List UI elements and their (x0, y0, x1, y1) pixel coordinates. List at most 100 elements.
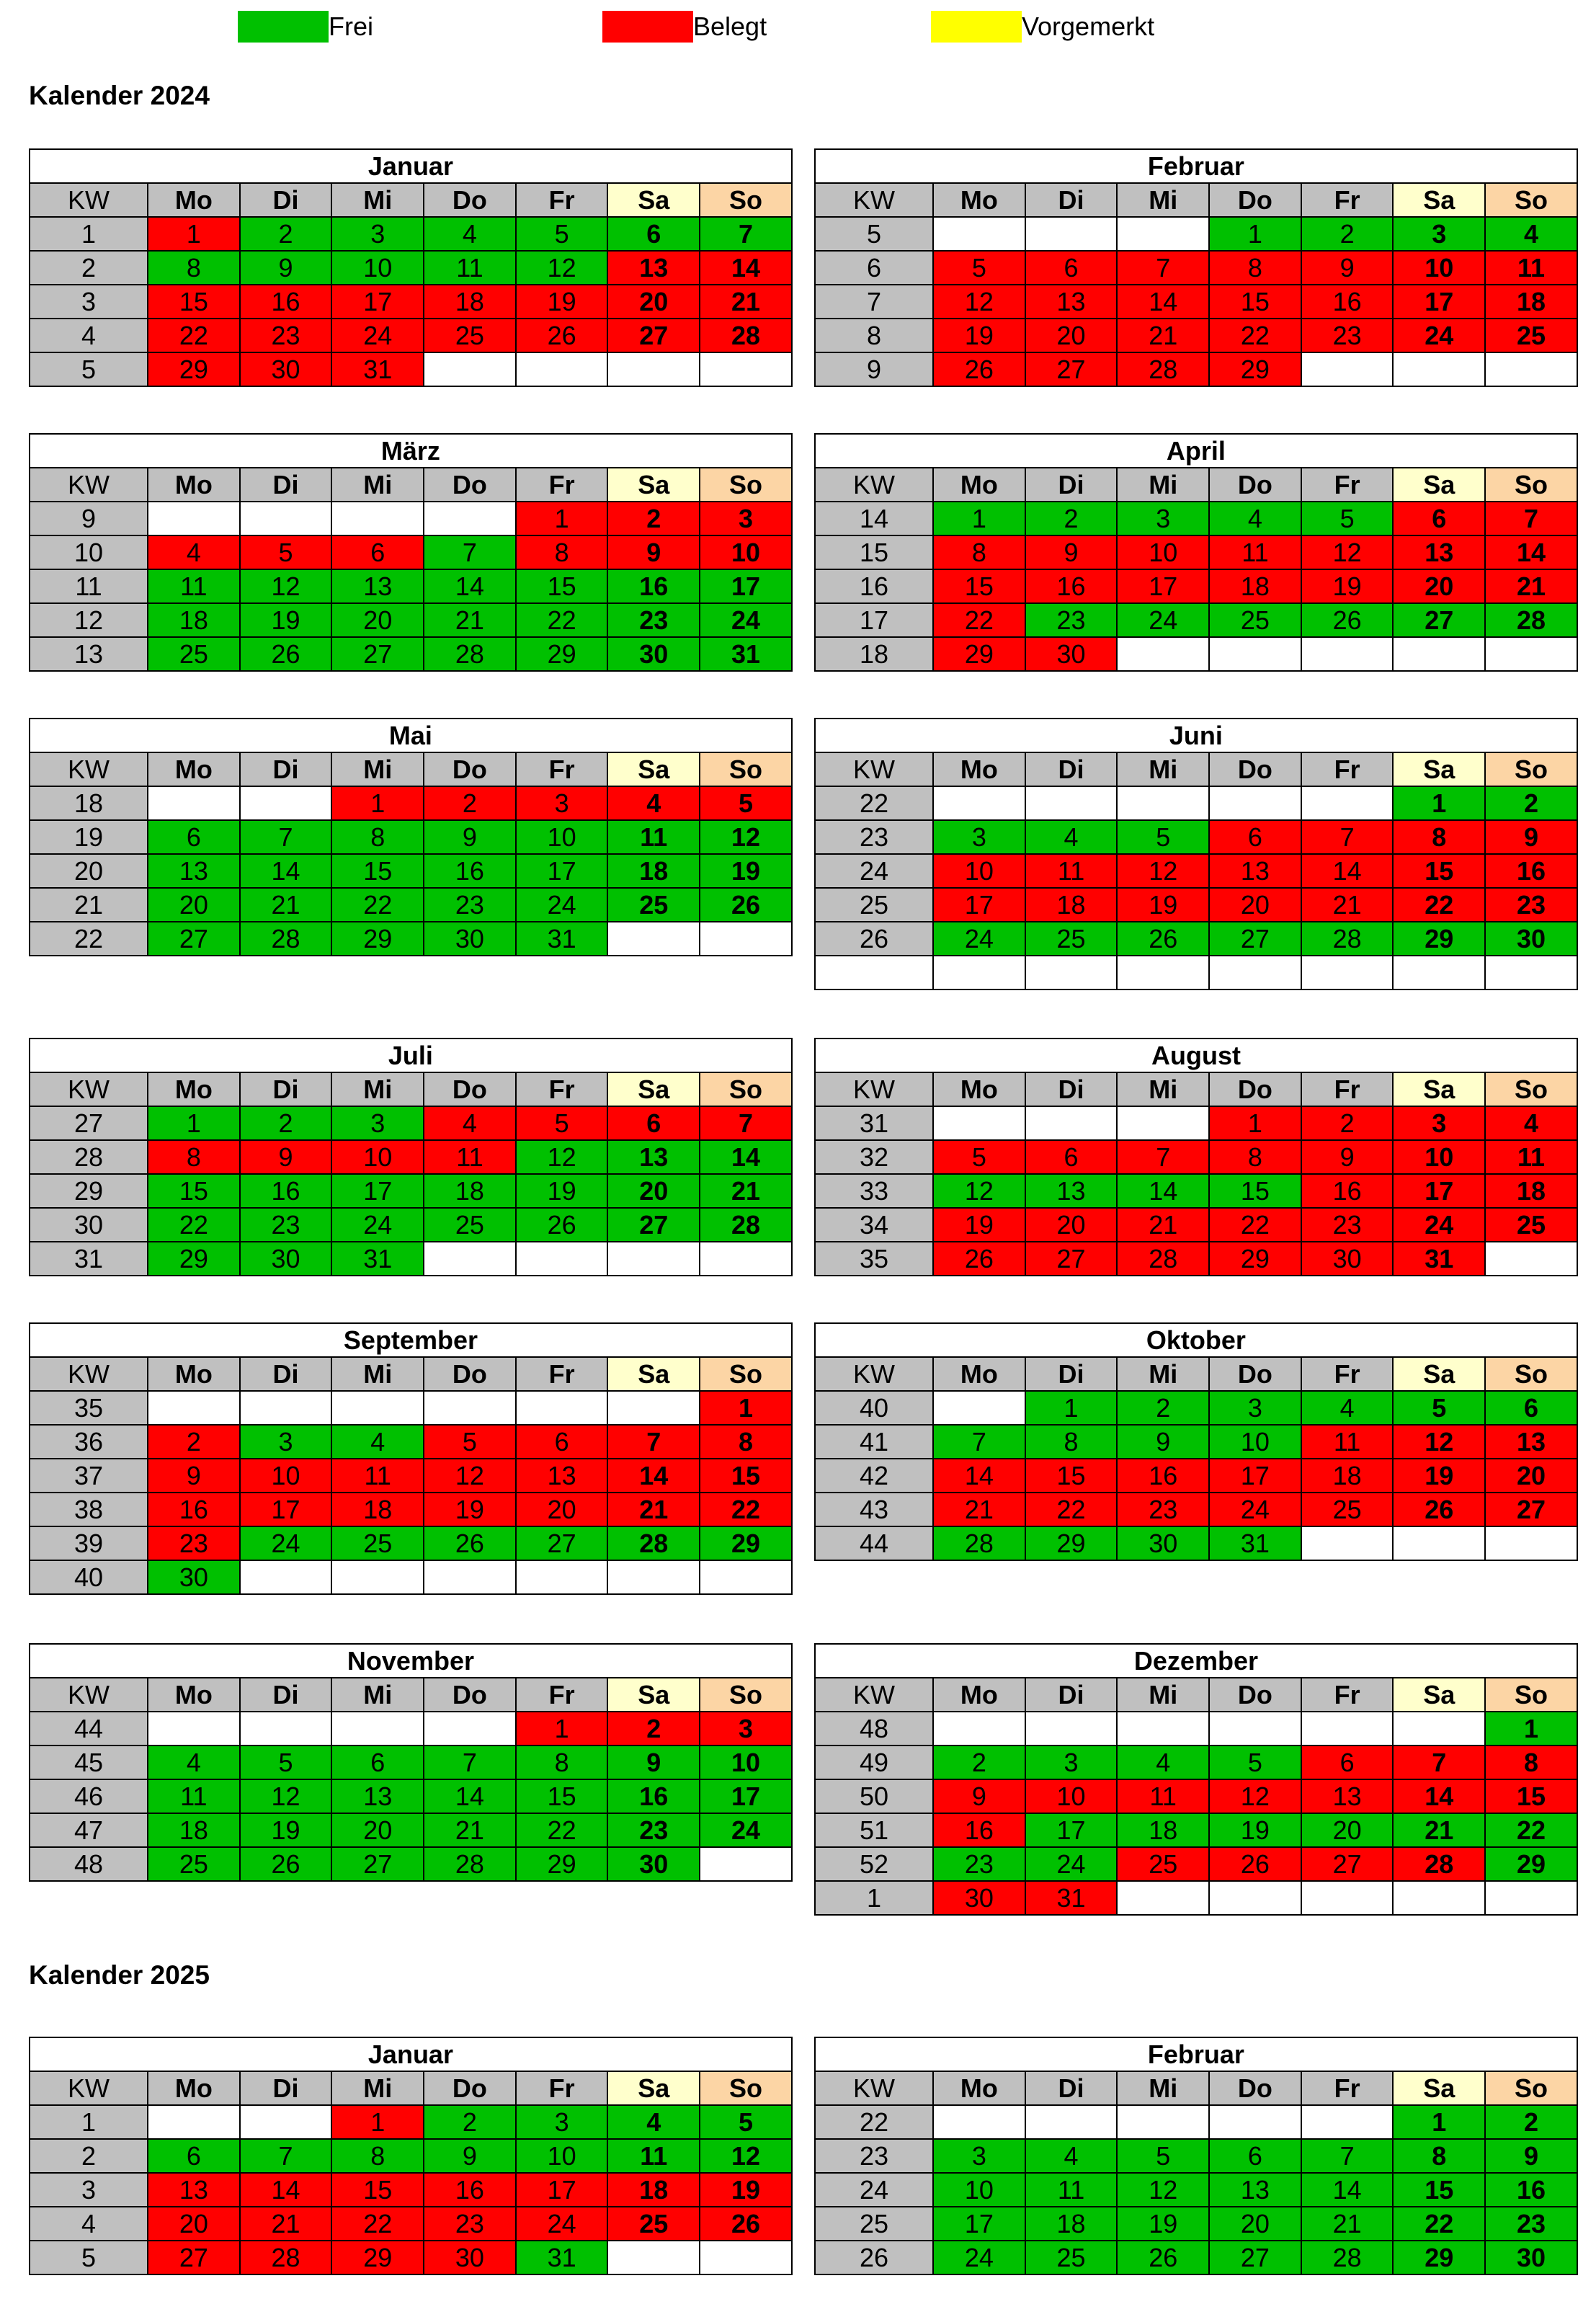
month-title: Mai (29, 718, 793, 753)
day-cell: 8 (147, 1139, 241, 1175)
empty-cell (932, 786, 1026, 821)
day-cell: 25 (1300, 1492, 1394, 1527)
day-cell: 25 (1208, 602, 1302, 638)
week-number: 48 (814, 1711, 934, 1746)
day-cell: 10 (331, 1139, 425, 1175)
week-number: 46 (29, 1779, 148, 1814)
day-cell: 7 (1484, 501, 1578, 536)
day-cell: 20 (1484, 1458, 1578, 1493)
empty-cell (1116, 786, 1211, 821)
day-cell: 8 (1208, 250, 1302, 285)
day-cell: 11 (1024, 853, 1118, 889)
empty-cell (1208, 636, 1302, 672)
day-cell: 28 (423, 636, 517, 672)
empty-cell (238, 1390, 333, 1426)
day-cell: 19 (514, 1173, 609, 1209)
day-cell: 4 (423, 216, 517, 252)
day-cell: 1 (514, 1711, 609, 1746)
day-cell: 26 (699, 887, 793, 922)
day-cell: 3 (1116, 501, 1211, 536)
day-cell: 12 (932, 1173, 1026, 1209)
day-cell: 22 (147, 318, 241, 353)
day-cell: 11 (1484, 1139, 1578, 1175)
day-cell: 15 (514, 569, 609, 604)
day-cell: 24 (238, 1526, 333, 1561)
day-cell: 12 (699, 819, 793, 855)
day-cell: 1 (147, 1106, 241, 1141)
day-cell: 3 (1208, 1390, 1302, 1426)
day-cell: 16 (1484, 2172, 1578, 2207)
empty-cell (1300, 2104, 1394, 2140)
day-cell: 22 (514, 602, 609, 638)
empty-cell (932, 1390, 1026, 1426)
day-cell: 23 (1484, 2206, 1578, 2241)
day-cell: 2 (423, 786, 517, 821)
week-row: 7 12 13 14 15 16 17 18 (814, 284, 1578, 319)
day-cell: 15 (1024, 1458, 1118, 1493)
week-number: 22 (29, 921, 148, 956)
week-number: 32 (814, 1139, 934, 1175)
day-cell: 24 (331, 1207, 425, 1242)
day-cell: 12 (1208, 1779, 1302, 1814)
day-cell: 6 (1300, 1745, 1394, 1780)
day-cell: 14 (423, 569, 517, 604)
header-kw: KW (29, 182, 148, 218)
week-row: 25 17 18 19 20 21 22 23 (814, 2206, 1578, 2241)
month-table-juli: Juli KW Mo Di Mi Do Fr Sa So 27 1 2 3 4 5 6 7 28 8 9 10 11 12 1… (29, 1038, 793, 1276)
day-cell: 27 (607, 318, 701, 353)
day-cell: 22 (1484, 1813, 1578, 1848)
day-cell: 17 (932, 887, 1026, 922)
day-cell: 28 (1392, 1846, 1486, 1882)
day-cell: 4 (147, 1745, 241, 1780)
day-cell: 6 (1208, 819, 1302, 855)
day-cell: 14 (1116, 284, 1211, 319)
day-cell: 23 (607, 602, 701, 638)
week-number: 47 (29, 1813, 148, 1848)
week-number: 52 (814, 1846, 934, 1882)
empty-cell (699, 1560, 793, 1595)
day-cell: 6 (1208, 2138, 1302, 2174)
day-cell: 18 (1024, 2206, 1118, 2241)
month-title: Februar (814, 2037, 1578, 2072)
day-cell: 7 (423, 1745, 517, 1780)
day-cell: 23 (1024, 602, 1118, 638)
day-cell: 4 (607, 2104, 701, 2140)
day-cell: 22 (1208, 1207, 1302, 1242)
day-cell: 20 (1300, 1813, 1394, 1848)
day-cell: 27 (331, 1846, 425, 1882)
empty-cell (1116, 955, 1211, 990)
day-cell: 11 (1116, 1779, 1211, 1814)
empty-cell (1300, 636, 1394, 672)
day-cell: 10 (514, 819, 609, 855)
day-cell: 11 (1024, 2172, 1118, 2207)
day-cell: 26 (514, 1207, 609, 1242)
day-cell: 10 (1392, 250, 1486, 285)
empty-cell (238, 1560, 333, 1595)
day-cell: 19 (423, 1492, 517, 1527)
day-cell: 29 (1484, 1846, 1578, 1882)
empty-cell (423, 1241, 517, 1276)
week-number: 39 (29, 1526, 148, 1561)
day-cell: 5 (514, 216, 609, 252)
day-cell: 23 (1484, 887, 1578, 922)
empty-cell (1300, 1526, 1394, 1561)
day-cell: 22 (1392, 2206, 1486, 2241)
empty-cell (1392, 636, 1486, 672)
header-so: So (1484, 467, 1578, 502)
empty-cell (238, 2104, 333, 2140)
day-cell: 9 (932, 1779, 1026, 1814)
week-row: 14 1 2 3 4 5 6 7 (814, 501, 1578, 536)
day-cell: 20 (1024, 1207, 1118, 1242)
empty-cell (607, 352, 701, 387)
week-row: 3 15 16 17 18 19 20 21 (29, 284, 793, 319)
day-cell: 19 (932, 1207, 1026, 1242)
day-cell: 9 (1484, 819, 1578, 855)
header-sa: Sa (1392, 467, 1486, 502)
header-di: Di (238, 2071, 333, 2106)
header-kw: KW (29, 467, 148, 502)
empty-cell (1116, 216, 1211, 252)
week-number: 48 (29, 1846, 148, 1882)
day-cell: 4 (1116, 1745, 1211, 1780)
